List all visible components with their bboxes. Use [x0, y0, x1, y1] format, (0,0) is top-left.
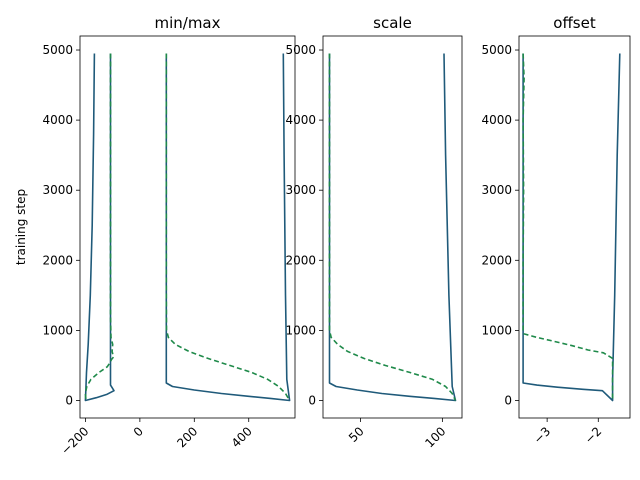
series-line-minmax-2 [84, 53, 115, 401]
y-tick-label-offset: 1000 [481, 323, 512, 337]
chart-title-minmax: min/max [154, 14, 220, 32]
y-tick-label-offset: 3000 [481, 183, 512, 197]
x-tick-label-minmax: 200 [174, 424, 200, 450]
y-tick-label-offset: 0 [504, 393, 512, 407]
x-tick-label-minmax: 0 [131, 424, 146, 439]
x-tick-label-minmax: −200 [58, 424, 91, 457]
axes-frame-scale [322, 35, 463, 419]
chart-title-offset: offset [553, 14, 596, 32]
y-tick-label-minmax: 2000 [42, 253, 73, 267]
axes-frame-offset [518, 35, 631, 419]
x-tick-label-offset: −3 [531, 424, 553, 446]
series-line-minmax-3 [165, 53, 291, 401]
y-tick-label-minmax: 1000 [42, 323, 73, 337]
x-tick-label-minmax: 400 [229, 424, 255, 450]
series-line-offset-1 [522, 53, 614, 401]
y-tick-label-scale: 2000 [285, 253, 316, 267]
y-tick-label-offset: 4000 [481, 113, 512, 127]
panel-minmax: min/max 0 1000 2000 3000 4000 5000 −200 0 200 400 t… [14, 14, 296, 457]
series-line-minmax-1 [165, 53, 291, 402]
y-tick-label-scale: 4000 [285, 113, 316, 127]
y-tick-label-scale: 5000 [285, 43, 316, 57]
series-line-offset-0 [522, 53, 621, 402]
y-tick-label-scale: 1000 [285, 323, 316, 337]
y-tick-label-minmax: 4000 [42, 113, 73, 127]
y-tick-label-offset: 5000 [481, 43, 512, 57]
chart-title-scale: scale [373, 14, 412, 32]
y-tick-label-minmax: 0 [65, 393, 73, 407]
y-tick-label-minmax: 5000 [42, 43, 73, 57]
panel-offset: offset 0 1000 2000 3000 4000 5000 −3 −2 [481, 14, 631, 447]
y-tick-label-minmax: 3000 [42, 183, 73, 197]
y-tick-label-offset: 2000 [481, 253, 512, 267]
series-line-scale-0 [328, 53, 457, 402]
y-tick-label-scale: 3000 [285, 183, 316, 197]
axes-frame-minmax [79, 35, 296, 419]
x-tick-label-offset: −2 [582, 424, 604, 446]
series-line-minmax-0 [84, 53, 115, 402]
panel-scale: scale 0 1000 2000 3000 4000 5000 50 100 [285, 14, 463, 450]
x-tick-label-scale: 100 [422, 424, 448, 450]
x-tick-label-scale: 50 [346, 424, 367, 445]
y-tick-label-scale: 0 [308, 393, 316, 407]
y-axis-label: training step [14, 189, 28, 265]
series-line-scale-1 [328, 53, 457, 401]
